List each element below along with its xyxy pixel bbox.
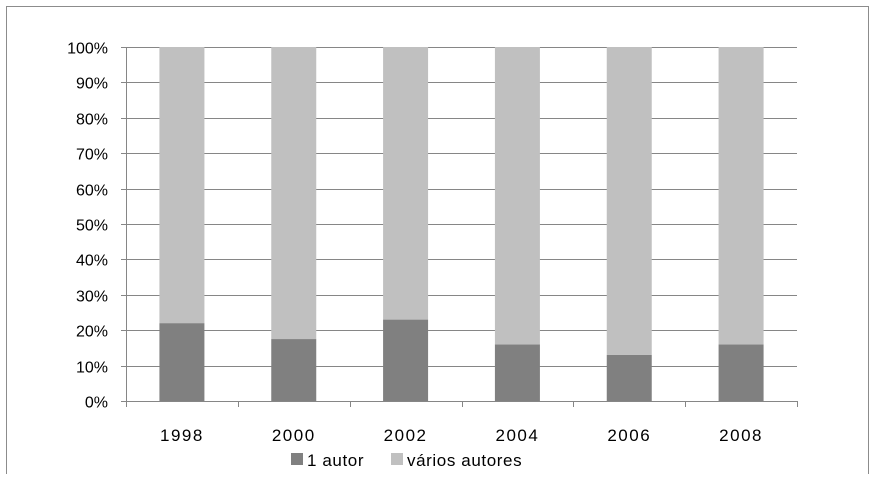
y-tick-label: 0%: [85, 395, 108, 412]
bar-segment-single-author: [271, 339, 317, 401]
axes: [121, 47, 798, 407]
x-tick-label: 2008: [719, 426, 763, 445]
bars: [159, 47, 764, 401]
gridlines: [126, 47, 797, 367]
legend-swatch: [391, 453, 403, 465]
y-tick-label: 40%: [76, 253, 108, 270]
bar-segment-single-author: [494, 344, 540, 401]
legend-label: 1 autor: [307, 451, 364, 470]
x-tick-label: 2000: [272, 426, 316, 445]
y-tick-label: 100%: [67, 41, 108, 58]
bar-segment-multiple-authors: [159, 47, 205, 324]
x-tick-label: 2002: [384, 426, 428, 445]
legend: 1 autor vários autores: [291, 451, 522, 470]
legend-swatch: [291, 453, 303, 465]
bar-segment-single-author: [718, 344, 764, 401]
x-tick-label: 2004: [496, 426, 540, 445]
y-tick-label: 70%: [76, 147, 108, 164]
y-tick-label: 60%: [76, 183, 108, 200]
y-tick-label: 20%: [76, 324, 108, 341]
x-tick-label: 2006: [607, 426, 651, 445]
bar-segment-multiple-authors: [383, 47, 429, 320]
y-tick-label: 90%: [76, 76, 108, 93]
bar-segment-single-author: [606, 354, 652, 401]
bar-segment-multiple-authors: [494, 47, 540, 345]
x-tick-labels: 1998 2000 2002 2004 2006 2008: [160, 426, 763, 445]
bar-segment-multiple-authors: [271, 47, 317, 340]
y-tick-label: 30%: [76, 289, 108, 306]
y-tick-labels: 0% 10% 20% 30% 40% 50% 60% 70% 80% 90% 100%: [67, 41, 108, 412]
bar-segment-single-author: [383, 319, 429, 401]
legend-label: vários autores: [407, 451, 522, 470]
y-tick-label: 80%: [76, 112, 108, 129]
bar-segment-multiple-authors: [606, 47, 652, 355]
bar-segment-multiple-authors: [718, 47, 764, 345]
x-tick-label: 1998: [160, 426, 204, 445]
y-tick-label: 10%: [76, 360, 108, 377]
y-tick-label: 50%: [76, 218, 108, 235]
bar-segment-single-author: [159, 323, 205, 401]
